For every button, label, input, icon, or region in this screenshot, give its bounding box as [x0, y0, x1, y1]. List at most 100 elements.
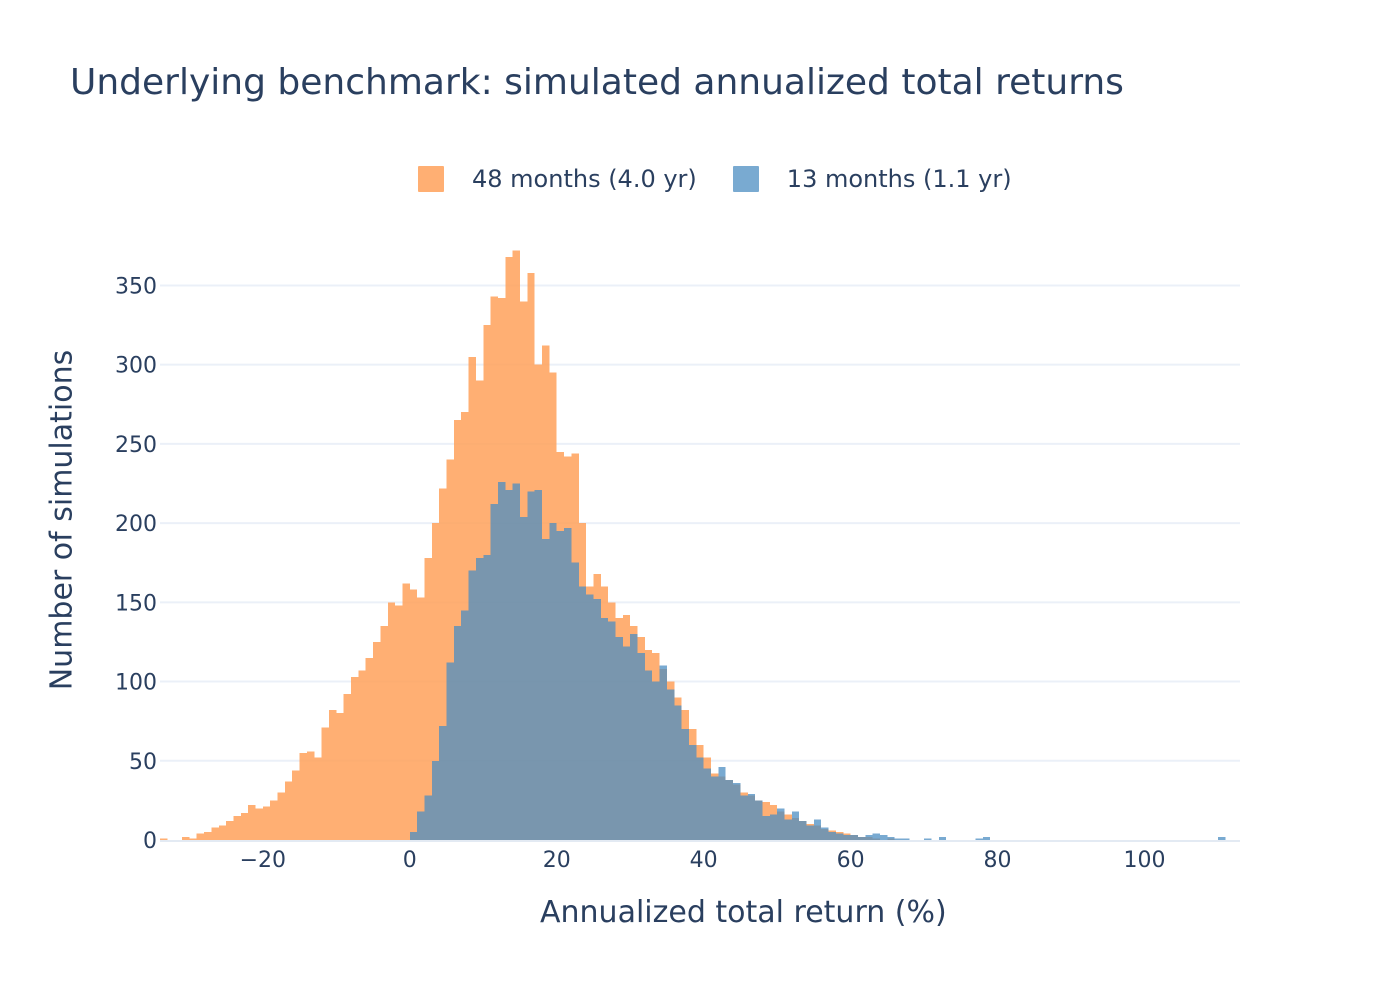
histogram-bar [615, 637, 623, 840]
histogram-bar [417, 811, 425, 840]
y-tick-label: 350 [115, 274, 157, 299]
histogram-bar [424, 795, 432, 840]
x-tick-label: −20 [240, 848, 286, 873]
histogram-bar [578, 586, 587, 840]
histogram-bar [204, 832, 212, 840]
histogram-bar [1217, 836, 1226, 840]
histogram-bar [666, 689, 675, 840]
x-tick-label: 40 [690, 848, 718, 873]
histogram-bar [483, 554, 491, 840]
legend-item-13-months[interactable]: 13 months (1.1 yr) [732, 165, 1012, 193]
x-tick-label: 0 [403, 848, 417, 873]
histogram-bar [534, 489, 543, 840]
histogram-bar [512, 483, 520, 840]
histogram-bar [336, 713, 344, 840]
histogram-bar [608, 621, 616, 840]
histogram-bar [431, 523, 440, 840]
histogram-bar [637, 653, 645, 840]
histogram-bar [409, 589, 418, 840]
histogram-bar [490, 504, 498, 840]
histogram-bar [218, 825, 227, 840]
histogram-bar [387, 602, 396, 840]
histogram-bar [439, 488, 447, 840]
histogram-bar [343, 694, 352, 840]
histogram-bar [409, 832, 418, 840]
histogram-bar [270, 800, 278, 840]
histogram-bar [835, 833, 844, 840]
histogram-bar [306, 751, 315, 840]
histogram-bar [262, 806, 271, 840]
histogram-bar [718, 767, 726, 840]
histogram-bar [453, 626, 462, 840]
histogram-bar [828, 832, 836, 840]
histogram-bar [703, 768, 712, 840]
histogram-bar [674, 705, 682, 840]
histogram-bar [806, 825, 814, 840]
chart-title: Underlying benchmark: simulated annualiz… [70, 62, 1124, 103]
y-tick-label: 0 [143, 829, 157, 854]
histogram-bar [784, 819, 792, 840]
histogram-bar [284, 781, 293, 840]
y-tick-label: 250 [115, 433, 157, 458]
histogram-bar [902, 838, 910, 840]
histogram-bar [630, 634, 638, 840]
x-tick-label: 60 [837, 848, 865, 873]
histogram-bar [328, 710, 337, 840]
histogram-bar [248, 805, 256, 840]
histogram-bar [652, 681, 660, 840]
histogram-bar [292, 770, 300, 840]
histogram-bar [887, 836, 895, 840]
grid-lines [160, 284, 1240, 762]
histogram-bar [314, 757, 322, 840]
histogram-bar [813, 819, 822, 840]
histogram-bar [505, 489, 513, 840]
histogram-bar [740, 795, 748, 840]
histogram-bar [475, 557, 484, 840]
histogram-bar [762, 816, 770, 840]
histogram-bar [527, 491, 535, 840]
histogram-bar [880, 835, 888, 840]
histogram-bar [358, 670, 366, 840]
histogram-bar [872, 833, 880, 840]
histogram-bar [461, 610, 469, 840]
series-1 [409, 481, 1226, 840]
x-axis-title: Annualized total return (%) [540, 895, 947, 930]
histogram-bar [255, 808, 263, 840]
histogram-bar [468, 570, 476, 840]
histogram-bar [894, 838, 903, 840]
axes: 0 50 100 150 200 250 300 350 −20 0 20 40 60 80 100 [115, 274, 1240, 873]
histogram-bar [439, 725, 447, 840]
histogram-bar [226, 820, 234, 840]
y-tick-label: 150 [115, 591, 157, 616]
histogram-bar [446, 459, 454, 840]
histogram-bar [321, 727, 329, 840]
y-tick-label: 200 [115, 512, 157, 537]
legend-item-48-months[interactable]: 48 months (4.0 yr) [418, 165, 697, 193]
histogram-bar [769, 814, 778, 840]
histogram-bar [395, 605, 403, 840]
histogram-bar [696, 757, 704, 840]
histogram-bar [850, 835, 858, 840]
x-tick-label: 100 [1123, 848, 1165, 873]
histogram-bar [189, 838, 197, 840]
histogram-bar [240, 813, 249, 840]
histogram-bar [182, 836, 190, 840]
histogram-bar [277, 792, 285, 840]
histogram-bar [791, 811, 800, 840]
y-tick-label: 100 [115, 671, 157, 696]
histogram-bar [233, 816, 241, 840]
histogram-bar [542, 538, 550, 840]
y-tick-label: 50 [129, 750, 157, 775]
histogram-bar [593, 599, 601, 840]
histogram-bar [733, 782, 741, 840]
histogram-bar [497, 481, 506, 840]
x-tick-label: 80 [984, 848, 1012, 873]
histogram-bar [600, 618, 609, 840]
histogram-bar [725, 779, 734, 840]
legend-swatch-48-months [418, 166, 444, 192]
histogram-bar [755, 800, 763, 840]
legend[interactable]: 48 months (4.0 yr) 13 months (1.1 yr) [418, 163, 1048, 195]
y-axis-title: Number of simulations [44, 349, 80, 691]
